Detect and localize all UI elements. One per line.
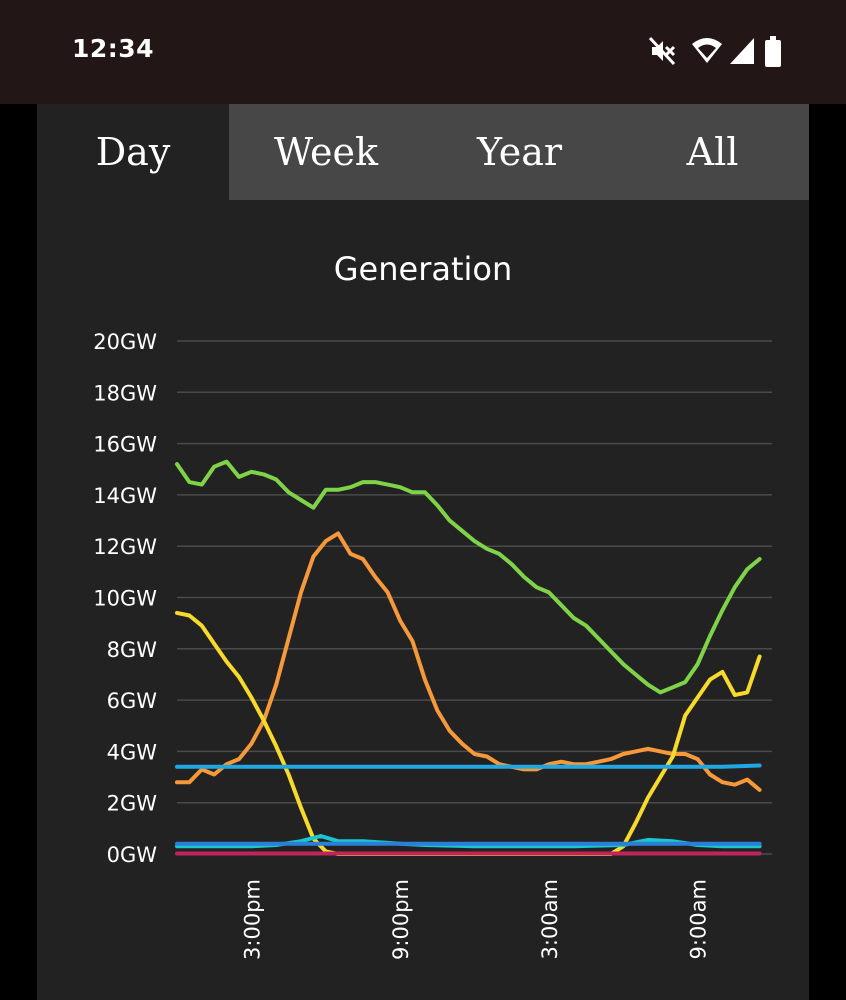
tab-year[interactable]: Year <box>423 104 616 200</box>
y-tick-label: 18GW <box>93 381 157 405</box>
y-tick-label: 0GW <box>107 843 158 867</box>
tab-week-label: Week <box>274 130 378 174</box>
y-tick-label: 8GW <box>107 638 158 662</box>
battery-icon <box>764 36 782 72</box>
series-line-1 <box>175 459 762 695</box>
y-tick-label: 6GW <box>107 689 158 713</box>
signal-icon <box>728 36 756 70</box>
chart-title: Generation <box>333 250 513 288</box>
tab-all[interactable]: All <box>616 104 809 200</box>
chart-panel: Day Week Year All Generation 0GW 2GW 4GW 6G… <box>37 104 809 1000</box>
generation-chart: 0GW 2GW 4GW 6GW 8GW 10GW 12GW 14GW 16GW 18GW 20GW 3… <box>93 330 772 960</box>
status-bar: 12:34 <box>0 0 846 104</box>
y-tick-label: 10GW <box>93 587 157 611</box>
y-tick-label: 14GW <box>93 484 157 508</box>
tab-week[interactable]: Week <box>229 104 423 200</box>
mute-icon <box>648 36 676 70</box>
status-time: 12:34 <box>72 34 155 63</box>
tab-year-label: Year <box>476 130 563 174</box>
y-tick-label: 16GW <box>93 433 157 457</box>
x-tick-label: 9:00pm <box>389 879 413 960</box>
series-line-2 <box>175 531 762 792</box>
tab-day-label: Day <box>95 130 171 174</box>
y-tick-label: 20GW <box>93 330 157 354</box>
x-tick-label: 3:00pm <box>240 879 264 960</box>
wifi-icon <box>691 36 723 70</box>
x-tick-label: 3:00am <box>538 879 562 959</box>
series-line-4 <box>175 763 762 769</box>
tab-day[interactable]: Day <box>37 104 229 200</box>
x-tick-label: 9:00am <box>687 879 711 959</box>
y-tick-label: 2GW <box>107 792 158 816</box>
y-tick-label: 4GW <box>107 740 158 764</box>
tab-all-label: All <box>686 130 739 174</box>
y-tick-label: 12GW <box>93 535 157 559</box>
range-tabs: Day Week Year All <box>37 104 809 200</box>
